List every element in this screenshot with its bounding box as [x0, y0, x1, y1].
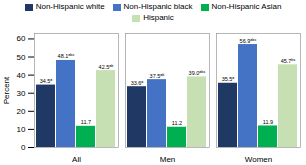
svg-text:10: 10 [17, 125, 26, 134]
svg-text:34.5ᵃ: 34.5ᵃ [40, 78, 54, 84]
svg-text:35.5ᵃ: 35.5ᵃ [222, 76, 236, 82]
svg-text:60: 60 [17, 34, 26, 43]
svg-text:11.2: 11.2 [172, 120, 182, 126]
svg-text:Men: Men [160, 155, 176, 163]
svg-text:48.1ᵃᵇᶜ: 48.1ᵃᵇᶜ [58, 53, 75, 59]
svg-text:39.0ᵃᵇᶜ: 39.0ᵃᵇᶜ [189, 70, 206, 76]
svg-text:37.5ᵃᵇ: 37.5ᵃᵇ [150, 73, 165, 79]
svg-text:45.7ᵇᶜ: 45.7ᵇᶜ [281, 58, 296, 64]
html-text:Non-Hispanic white: Non-Hispanic white [35, 2, 105, 11]
svg-text:50: 50 [17, 53, 26, 62]
html-text:Non-Hispanic black: Non-Hispanic black [123, 2, 193, 11]
svg-text:42.5ᵃᵇ: 42.5ᵃᵇ [99, 64, 114, 70]
html-text:Non-Hispanic Asian: Non-Hispanic Asian [211, 2, 282, 11]
html-text:Hispanic: Hispanic [143, 13, 174, 22]
svg-text:Percent: Percent [2, 76, 11, 104]
svg-text:Women: Women [245, 155, 272, 163]
svg-text:30: 30 [17, 89, 26, 98]
svg-text:11.7: 11.7 [81, 119, 91, 125]
svg-text:40: 40 [17, 71, 26, 80]
svg-text:20: 20 [17, 107, 26, 116]
svg-text:33.6ᵃ: 33.6ᵃ [131, 80, 145, 86]
svg-text:11.9: 11.9 [263, 119, 273, 125]
svg-text:56.9ᵃᵇᶜ: 56.9ᵃᵇᶜ [240, 38, 257, 44]
svg-text:0: 0 [21, 143, 26, 152]
svg-text:All: All [72, 155, 81, 163]
